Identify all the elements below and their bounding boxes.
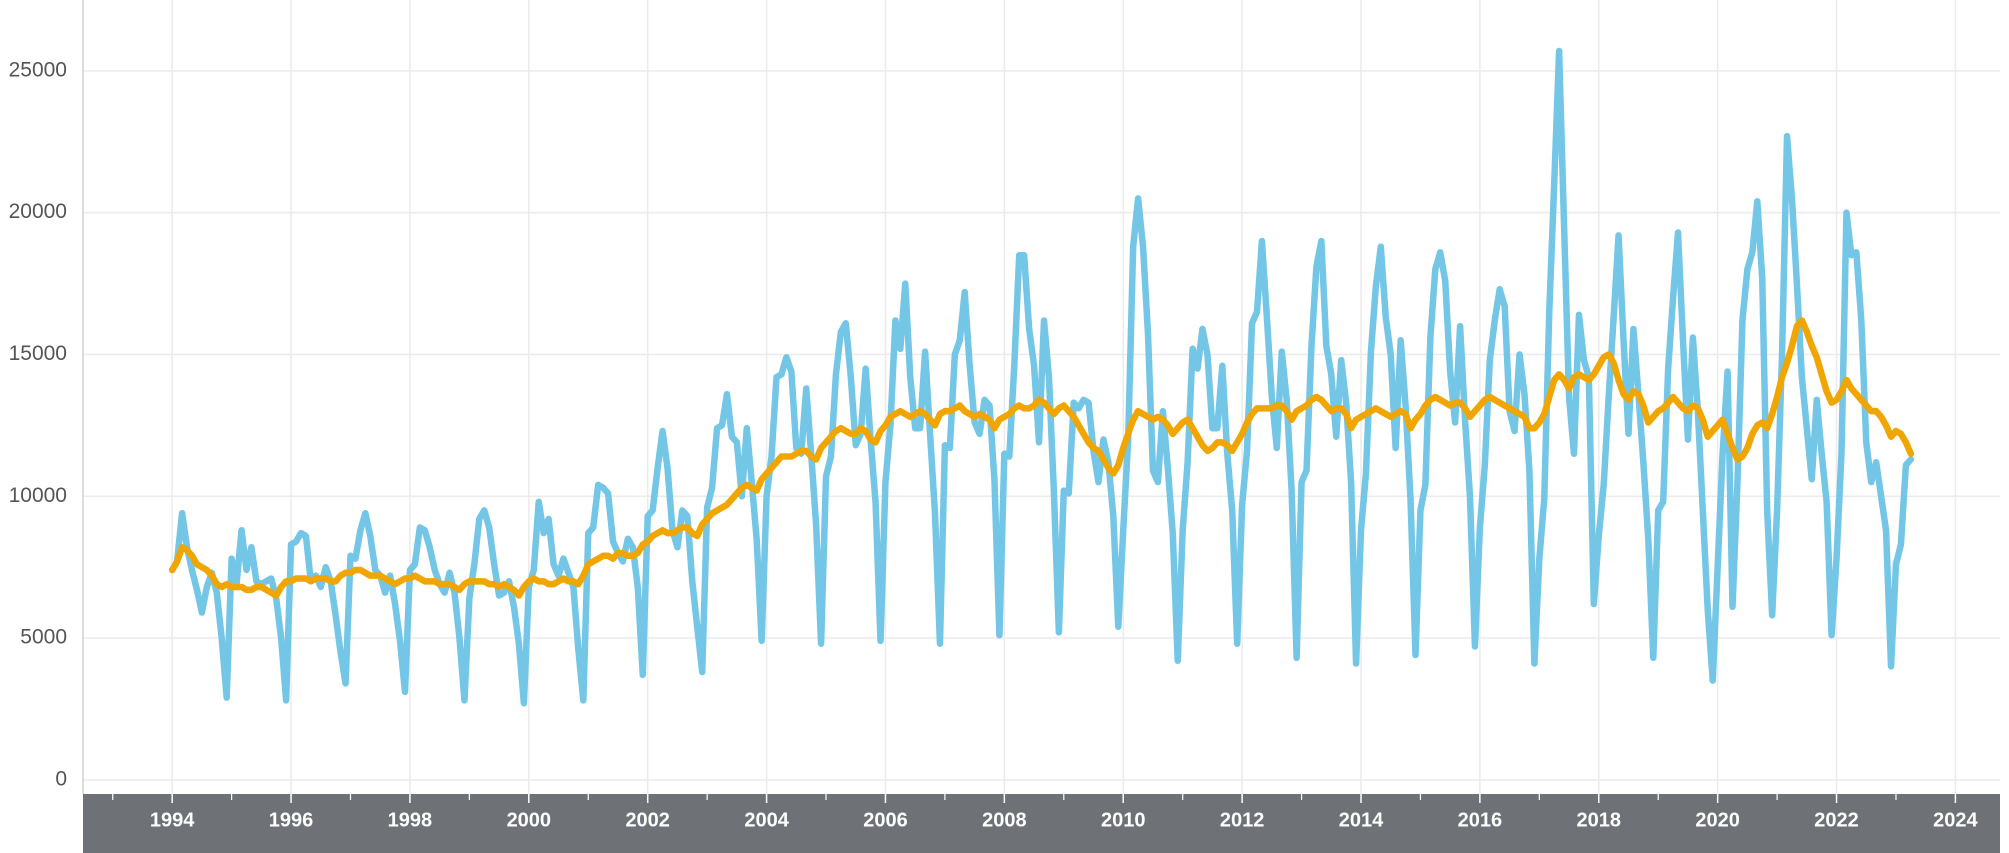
x-tick-label: 2010 <box>1101 809 1146 831</box>
x-tick-label: 2002 <box>625 809 670 831</box>
y-tick-label: 0 <box>55 767 67 790</box>
x-tick-label: 1998 <box>388 809 433 831</box>
x-axis-band <box>83 794 2000 853</box>
x-tick-label: 2014 <box>1339 809 1384 831</box>
series-line <box>168 47 1915 707</box>
x-tick-label: 2020 <box>1695 809 1740 831</box>
x-tick-label: 2000 <box>507 809 552 831</box>
y-tick-label: 10000 <box>9 484 67 507</box>
x-tick-label: 2022 <box>1814 809 1859 831</box>
x-tick-label: 2006 <box>863 809 908 831</box>
y-tick-label: 15000 <box>9 342 67 365</box>
overlay: 0 5000 10000 15000 20000 25000 1994 1996 1998 200… <box>9 47 1979 831</box>
y-tick-label: 5000 <box>20 626 67 649</box>
x-tick-label: 2024 <box>1933 809 1978 831</box>
x-tick-label: 2008 <box>982 809 1027 831</box>
series-line <box>168 317 1915 599</box>
x-tick-label: 2004 <box>744 809 789 831</box>
grid <box>83 0 2000 794</box>
x-tick-label: 2016 <box>1458 809 1503 831</box>
y-tick-label: 20000 <box>9 200 67 223</box>
y-tick-label: 25000 <box>9 58 67 81</box>
x-tick-label: 2018 <box>1577 809 1622 831</box>
x-tick-label: 1994 <box>150 809 195 831</box>
x-tick-label: 2012 <box>1220 809 1265 831</box>
x-tick-label: 1996 <box>269 809 314 831</box>
